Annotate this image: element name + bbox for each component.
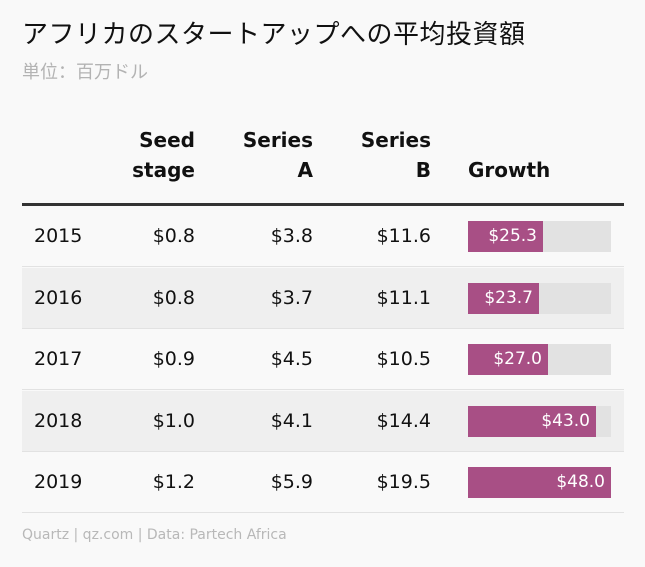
column-header-seed-line2: stage <box>132 158 195 182</box>
cell-series-a: $4.1 <box>270 409 313 432</box>
source-footer: Quartz | qz.com | Data: Partech Africa <box>22 527 287 543</box>
table-row: 2017 $0.9 $4.5 $10.5 $27.0 <box>22 329 624 390</box>
table-row: 2019 $1.2 $5.9 $19.5 $48.0 <box>22 452 624 513</box>
table-row: 2018 $1.0 $4.1 $14.4 $43.0 <box>22 390 624 452</box>
column-header-series-a-line1: Series <box>242 128 313 152</box>
cell-seed: $1.2 <box>152 471 195 493</box>
header-rule <box>22 203 624 206</box>
row-divider <box>22 512 624 513</box>
growth-bar-track: $48.0 <box>468 467 611 498</box>
cell-seed: $0.9 <box>152 348 195 370</box>
cell-year: 2015 <box>34 225 83 247</box>
growth-bar-label: $25.3 <box>488 226 537 246</box>
growth-bar-track: $25.3 <box>468 221 611 252</box>
column-header-growth: Growth <box>468 158 551 182</box>
cell-series-b: $11.1 <box>376 286 431 309</box>
column-header-series-b-line2: B <box>415 158 431 182</box>
table-row: 2015 $0.8 $3.8 $11.6 $25.3 <box>22 206 624 267</box>
column-header-seed: Seed stage <box>95 125 195 185</box>
cell-series-a: $3.8 <box>270 225 313 247</box>
growth-bar-label: $27.0 <box>493 349 542 369</box>
column-header-series-b: Series B <box>331 125 431 185</box>
column-header-series-b-line1: Series <box>360 128 431 152</box>
column-header-seed-line1: Seed <box>139 128 195 152</box>
cell-series-b: $10.5 <box>376 348 431 370</box>
growth-bar-track: $23.7 <box>468 282 611 314</box>
cell-series-a: $5.9 <box>270 471 313 493</box>
cell-series-b: $19.5 <box>376 471 431 493</box>
growth-bar: $43.0 <box>468 405 596 437</box>
chart-title: アフリカのスタートアップへの平均投資額 <box>22 20 526 50</box>
growth-bar: $23.7 <box>468 282 539 314</box>
growth-bar-track: $43.0 <box>468 405 611 437</box>
growth-bar-track: $27.0 <box>468 344 611 375</box>
cell-seed: $0.8 <box>152 286 195 309</box>
table-row: 2016 $0.8 $3.7 $11.1 $23.7 <box>22 267 624 329</box>
cell-series-b: $14.4 <box>376 409 431 432</box>
growth-bar-label: $43.0 <box>541 410 590 431</box>
cell-seed: $1.0 <box>152 409 195 432</box>
cell-year: 2019 <box>34 471 83 493</box>
growth-bar: $48.0 <box>468 467 611 498</box>
growth-bar-label: $48.0 <box>556 472 605 492</box>
cell-series-b: $11.6 <box>376 225 431 247</box>
growth-bar: $25.3 <box>468 221 543 252</box>
row-divider <box>22 389 624 390</box>
cell-seed: $0.8 <box>152 225 195 247</box>
growth-bar: $27.0 <box>468 344 548 375</box>
chart-subtitle: 単位：百万ドル <box>22 62 148 83</box>
row-divider <box>22 450 624 452</box>
cell-year: 2017 <box>34 348 83 370</box>
column-header-series-a-line2: A <box>297 158 313 182</box>
cell-year: 2016 <box>34 286 83 309</box>
column-header-series-a: Series A <box>213 125 313 185</box>
cell-year: 2018 <box>34 409 83 432</box>
cell-series-a: $4.5 <box>270 348 313 370</box>
growth-bar-label: $23.7 <box>484 287 533 308</box>
row-divider <box>22 266 624 267</box>
cell-series-a: $3.7 <box>270 286 313 309</box>
row-divider <box>22 327 624 329</box>
